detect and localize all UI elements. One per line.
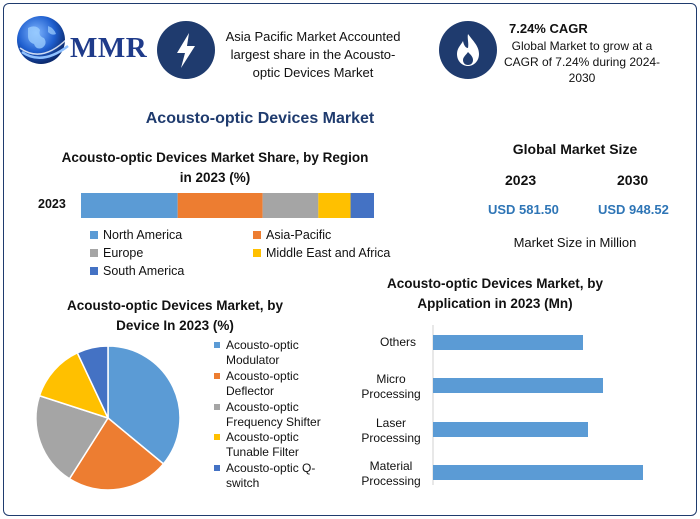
legend-label: Acousto-optic Q-switch [226, 461, 316, 490]
category-label-others: Others [379, 335, 416, 349]
pie-legend-tunable-filter: Acousto-optic Tunable Filter [214, 430, 338, 460]
legend-swatch [214, 465, 220, 471]
device-pie-chart [35, 345, 181, 491]
pie-slice-2 [35, 394, 110, 480]
category-label-micro: Micro Processing [361, 372, 421, 401]
legend-item-south-america: South America [90, 264, 184, 278]
flame-icon [457, 34, 479, 66]
pie-legend-deflector: Acousto-optic Deflector [214, 369, 338, 399]
category-label-material: Material Processing [361, 459, 421, 488]
legend-label: Acousto-optic Deflector [226, 369, 299, 398]
infographic-frame [3, 3, 697, 516]
application-bar-material-processing [433, 465, 643, 480]
legend-swatch [90, 267, 98, 275]
region-bar-segment-south-america [350, 193, 374, 218]
legend-item-asia-pacific: Asia-Pacific [253, 228, 331, 242]
callout1-text: Asia Pacific Market Accounted largest sh… [225, 29, 401, 80]
legend-label: South America [103, 264, 185, 278]
region-bar-segment-north-america [81, 193, 178, 218]
region-bar-segment-europe [262, 193, 319, 218]
global-market-title: Global Market Size [512, 141, 638, 157]
legend-label: Europe [103, 246, 144, 260]
globe-icon [17, 16, 69, 64]
legend-label: Acousto-optic Tunable Filter [226, 430, 299, 459]
pie-legend-modulator: Acousto-optic Modulator [214, 338, 338, 368]
market-size-unit: Market Size in Million [513, 235, 637, 250]
legend-swatch [253, 249, 261, 257]
pie-legend-q-switch: Acousto-optic Q-switch [214, 461, 338, 491]
region-chart-title: Acousto-optic Devices Market Share, by R… [61, 150, 369, 185]
lightning-icon [177, 33, 195, 68]
lightning-badge [157, 21, 215, 79]
category-label-laser: Laser Processing [361, 416, 421, 445]
mmr-logo: MMR [14, 12, 148, 68]
pie-slice-1 [68, 416, 165, 491]
legend-label: North America [103, 228, 183, 242]
year-2030: 2030 [617, 172, 649, 188]
legend-swatch [90, 231, 98, 239]
legend-swatch [90, 249, 98, 257]
legend-swatch [214, 373, 220, 379]
region-bar-segment-asia-pacific [177, 193, 263, 218]
pie-slice-4 [76, 345, 109, 419]
legend-item-north-america: North America [90, 228, 182, 242]
legend-swatch [214, 342, 220, 348]
pie-slice-0 [107, 345, 181, 465]
cagr-text: Global Market to grow at a CAGR of 7.24%… [503, 39, 661, 85]
logo-text: MMR [70, 32, 148, 64]
device-chart-title: Acousto-optic Devices Market, by Device … [66, 298, 284, 333]
legend-item-middle-east-africa: Middle East and Africa [253, 246, 390, 260]
year-2023: 2023 [505, 172, 537, 188]
legend-label: Asia-Pacific [266, 228, 332, 242]
legend-label: Acousto-optic Modulator [226, 338, 299, 367]
application-bar-micro-processing [433, 378, 603, 393]
flame-badge [439, 21, 497, 79]
region-bar-segment-middle-east-and-africa [318, 193, 351, 218]
legend-swatch [214, 434, 220, 440]
legend-item-europe: Europe [90, 246, 143, 260]
region-bar-category: 2023 [38, 197, 66, 211]
legend-label: Acousto-optic Frequency Shifter [226, 400, 321, 429]
cagr-title: 7.24% CAGR [509, 21, 588, 36]
legend-swatch [214, 404, 220, 410]
value-2030: USD 948.52 [598, 202, 669, 217]
application-chart-title: Acousto-optic Devices Market, by Applica… [386, 276, 604, 311]
application-bar-others [433, 335, 583, 350]
legend-swatch [253, 231, 261, 239]
pie-legend-frequency-shifter: Acousto-optic Frequency Shifter [214, 400, 338, 430]
application-bar-laser-processing [433, 422, 588, 437]
pie-slice-3 [38, 351, 110, 420]
legend-label: Middle East and Africa [266, 246, 391, 260]
value-2023: USD 581.50 [488, 202, 559, 217]
main-title: Acousto-optic Devices Market [145, 110, 375, 127]
